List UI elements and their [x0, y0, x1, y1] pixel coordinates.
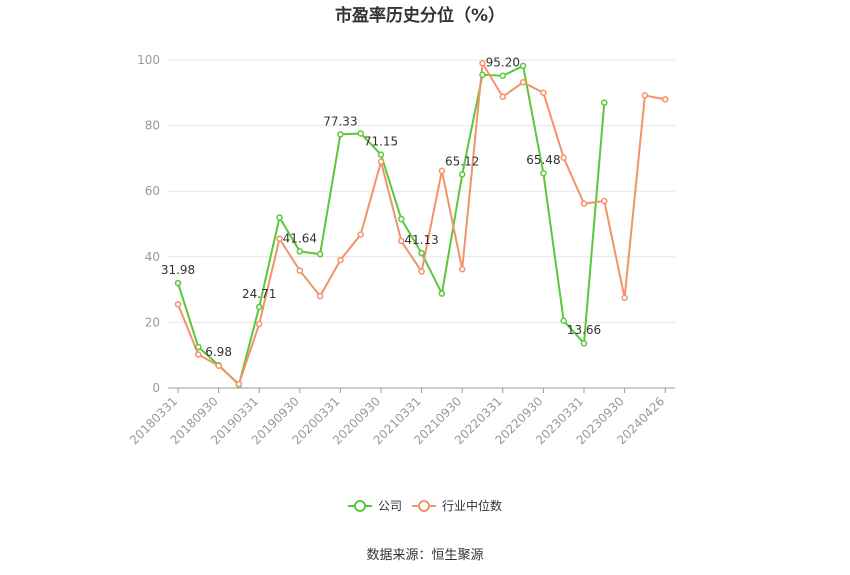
industry-median-point — [357, 231, 364, 238]
industry-median-point — [540, 89, 547, 97]
series-line-company — [177, 64, 606, 387]
industry-median-point — [377, 158, 385, 165]
company-point — [195, 343, 202, 351]
data-label: 6.98 — [205, 345, 232, 359]
y-tick-label: 20 — [145, 315, 160, 329]
data-label: 13.66 — [567, 323, 601, 337]
industry-median-point — [337, 256, 344, 264]
data-label: 31.98 — [161, 263, 195, 277]
source-note: 数据来源：恒生聚源 — [366, 548, 483, 563]
company-point — [438, 290, 446, 297]
company-point — [479, 71, 486, 79]
industry-median-point — [641, 92, 649, 99]
company-point — [418, 249, 425, 257]
y-tick-label: 40 — [145, 250, 160, 264]
industry-median-point — [438, 167, 446, 175]
legend-marker — [418, 500, 430, 512]
company-point — [255, 303, 263, 311]
y-tick-label: 100 — [137, 53, 160, 67]
legend-label: 公司 — [378, 499, 402, 513]
company-point — [499, 72, 507, 79]
industry-median-point — [296, 267, 304, 274]
data-label: 95.20 — [486, 56, 520, 70]
industry-median-point — [458, 266, 466, 273]
industry-median-point — [519, 79, 527, 86]
y-tick-label: 0 — [152, 381, 160, 395]
series-layer — [174, 60, 669, 388]
company-point — [580, 339, 588, 347]
company-point — [601, 99, 608, 106]
company-point — [377, 151, 385, 158]
data-label: 65.48 — [526, 153, 560, 167]
legend[interactable]: 公司 行业中位数 — [348, 498, 502, 513]
industry-median-point — [215, 362, 222, 369]
legend-item-industry-median[interactable]: 行业中位数 — [412, 498, 502, 513]
company-point — [337, 131, 344, 138]
grid — [168, 59, 675, 323]
legend-label: 行业中位数 — [442, 498, 502, 513]
legend-item-company[interactable]: 公司 — [348, 499, 402, 513]
company-point — [174, 279, 182, 287]
industry-median-point — [499, 93, 507, 100]
industry-median-point — [661, 96, 669, 103]
data-label: 71.15 — [364, 135, 398, 149]
company-point — [296, 248, 304, 255]
company-point — [519, 62, 527, 70]
industry-median-point — [601, 197, 608, 205]
data-labels: 31.98 6.98 24.71 41.64 77.33 71.15 41.13 65.12 9… — [161, 56, 601, 359]
y-tick-label: 60 — [145, 184, 160, 198]
company-point — [316, 250, 324, 258]
industry-median-point — [398, 237, 405, 245]
data-label: 41.13 — [404, 233, 438, 247]
industry-median-point — [276, 235, 283, 243]
industry-median-point — [580, 200, 588, 207]
company-point — [398, 215, 405, 223]
company-point — [458, 171, 466, 178]
legend-marker — [354, 500, 366, 512]
y-tick-label: 80 — [145, 119, 160, 133]
data-label: 65.12 — [445, 154, 479, 168]
industry-median-point — [174, 301, 182, 308]
chart-title: 市盈率历史分位（%） — [335, 5, 505, 26]
data-label: 24.71 — [242, 287, 276, 301]
industry-median-point — [479, 60, 486, 67]
industry-median-point — [316, 292, 324, 300]
industry-median-point — [255, 320, 263, 328]
industry-median-point — [235, 380, 243, 388]
company-point — [276, 214, 283, 221]
company-point — [560, 317, 567, 325]
company-point — [357, 130, 364, 137]
industry-median-point — [560, 154, 567, 161]
industry-median-point — [195, 351, 202, 358]
data-label: 77.33 — [323, 114, 357, 128]
industry-median-point — [418, 268, 425, 275]
y-axis: 0 20 40 60 80 100 — [137, 53, 160, 395]
industry-median-point — [621, 294, 628, 302]
company-point — [540, 169, 547, 177]
x-axis: 2018033120180930201903312019093020200331… — [127, 387, 675, 447]
data-label: 41.64 — [283, 231, 317, 245]
